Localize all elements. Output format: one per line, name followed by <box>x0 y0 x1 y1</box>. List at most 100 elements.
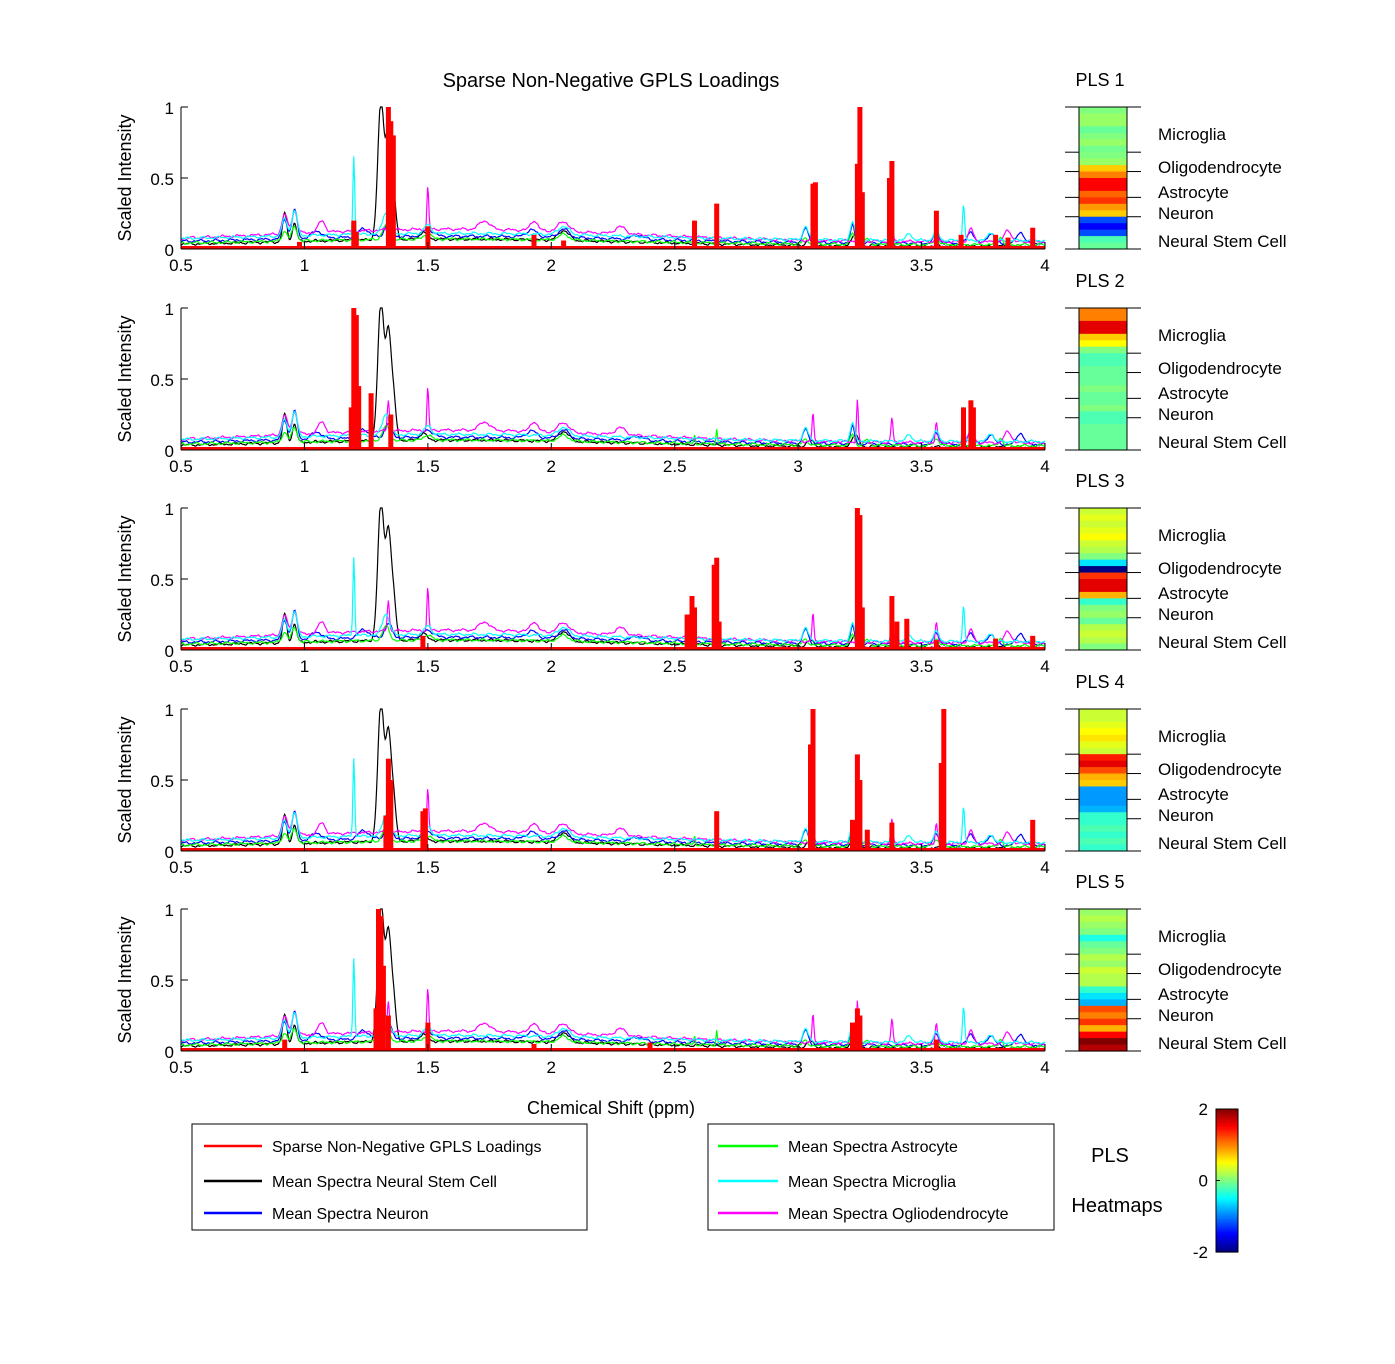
y-tick-label: 0.5 <box>150 772 174 791</box>
heatmap-cell <box>1079 947 1127 955</box>
x-tick-label: 1.5 <box>416 256 440 275</box>
loading-spike <box>353 315 359 450</box>
colorbar-cell <box>1216 1231 1238 1235</box>
heatmap-cell <box>1079 398 1127 406</box>
heatmap-cell <box>1079 604 1127 612</box>
colorbar-cell <box>1216 1171 1238 1175</box>
colorbar-tick-label: 2 <box>1199 1100 1208 1119</box>
heatmap-cell <box>1079 514 1127 522</box>
heatmap-cell <box>1079 314 1127 322</box>
heatmap-cell <box>1079 424 1127 432</box>
heatmap-row-label: Oligodendrocyte <box>1158 559 1282 578</box>
heatmap-cell <box>1079 353 1127 361</box>
loading-spike <box>282 1039 288 1051</box>
legend-label-neuron: Mean Spectra Neuron <box>272 1206 429 1223</box>
x-tick-label: 3.5 <box>910 256 934 275</box>
chart-title: Sparse Non-Negative GPLS Loadings <box>443 70 780 92</box>
heatmap-cell <box>1079 1018 1127 1026</box>
legend-right-box <box>707 1123 1055 1231</box>
x-tick-label: 1.5 <box>416 858 440 877</box>
x-tick-label: 1 <box>300 457 309 476</box>
heatmap-row-label: Microglia <box>1158 727 1227 746</box>
loading-spike <box>714 811 720 851</box>
loading-spike <box>850 1022 855 1051</box>
colorbar-cell <box>1216 1234 1238 1237</box>
heatmap-cell <box>1079 585 1127 593</box>
x-tick-label: 3 <box>793 457 802 476</box>
heatmap-row-label: Microglia <box>1158 526 1227 545</box>
colorbar-cell <box>1216 1135 1238 1139</box>
heatmap-cell <box>1079 921 1127 929</box>
y-tick-label: 1 <box>165 901 174 920</box>
heatmap-cell <box>1079 928 1127 936</box>
loading-spike <box>859 192 865 249</box>
x-tick-label: 1 <box>300 1058 309 1077</box>
heatmap-row-label: Oligodendrocyte <box>1158 359 1282 378</box>
colorbar-cell <box>1216 1229 1238 1233</box>
heatmap-cell <box>1079 210 1127 218</box>
x-tick-label: 2 <box>547 256 556 275</box>
y-tick-label: 0 <box>165 843 174 862</box>
heatmap-cell <box>1079 340 1127 348</box>
colorbar-cell <box>1216 1193 1238 1197</box>
mean-spectrum-neuron <box>180 208 1046 246</box>
loading-spike <box>422 808 428 851</box>
heatmap-cell <box>1079 359 1127 367</box>
heatmap-cell <box>1079 566 1127 574</box>
heatmap-row-label: Microglia <box>1158 927 1227 946</box>
heatmap-cell <box>1079 107 1127 115</box>
x-tick-label: 1 <box>300 657 309 676</box>
colorbar-cell <box>1216 1167 1238 1170</box>
x-tick-label: 2.5 <box>663 457 687 476</box>
loading-spike <box>531 234 537 249</box>
heatmap-row-label: Oligodendrocyte <box>1158 960 1282 979</box>
colorbar-cell <box>1216 1173 1238 1177</box>
colorbar-cell <box>1216 1126 1238 1130</box>
heatmap-cell <box>1079 909 1127 917</box>
heatmap-cell <box>1079 508 1127 516</box>
heatmap-row-label: Neuron <box>1158 806 1214 825</box>
x-tick-label: 2.5 <box>663 858 687 877</box>
loading-spike <box>388 414 394 450</box>
x-tick-label: 1 <box>300 256 309 275</box>
heatmap-cell <box>1079 366 1127 374</box>
heatmap-row-label: Neuron <box>1158 405 1214 424</box>
heatmap-row-label: Microglia <box>1158 326 1227 345</box>
colorbar-cell <box>1216 1220 1238 1224</box>
colorbar-cell <box>1216 1216 1238 1220</box>
heatmap-row-label: Neural Stem Cell <box>1158 1034 1287 1053</box>
heatmap-cell <box>1079 934 1127 942</box>
heatmap-cell <box>1079 780 1127 788</box>
loading-spike <box>941 709 947 851</box>
loading-spike <box>716 621 722 650</box>
heatmap-cell <box>1079 734 1127 742</box>
y-tick-label: 0.5 <box>150 571 174 590</box>
colorbar-cell <box>1216 1142 1238 1146</box>
loading-spike <box>857 1015 863 1051</box>
heatmap-cell <box>1079 346 1127 354</box>
heatmap-cell <box>1079 132 1127 140</box>
colorbar-cell <box>1216 1169 1238 1173</box>
x-tick-label: 2.5 <box>663 1058 687 1077</box>
mean-spectrum-microglia <box>180 357 1046 444</box>
heatmap-row-label: Microglia <box>1158 125 1227 144</box>
x-tick-label: 1.5 <box>416 457 440 476</box>
loading-spike <box>889 822 895 851</box>
colorbar-cell <box>1216 1240 1238 1244</box>
colorbar-cell <box>1216 1222 1238 1226</box>
heatmap-cell <box>1079 242 1127 250</box>
mean-spectrum-neural-stem-cell <box>180 106 1046 249</box>
legend-label-loadings: Sparse Non-Negative GPLS Loadings <box>272 1139 542 1156</box>
heatmap-cell <box>1079 805 1127 813</box>
colorbar-cell <box>1216 1149 1238 1153</box>
heatmap-cell <box>1079 838 1127 846</box>
loading-spike <box>692 607 697 650</box>
heatmap-frame <box>1078 507 1128 651</box>
heatmap-row-label: Astrocyte <box>1158 785 1229 804</box>
colorbar-cell <box>1216 1113 1238 1117</box>
loading-spike <box>531 1043 537 1051</box>
colorbar-cell <box>1216 1133 1238 1137</box>
heatmap-cell <box>1079 630 1127 638</box>
loading-spike <box>1030 819 1036 851</box>
mean-spectrum-microglia <box>180 958 1046 1045</box>
